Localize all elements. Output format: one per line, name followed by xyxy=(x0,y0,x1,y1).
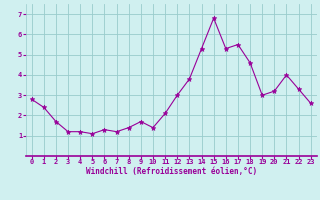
X-axis label: Windchill (Refroidissement éolien,°C): Windchill (Refroidissement éolien,°C) xyxy=(86,167,257,176)
